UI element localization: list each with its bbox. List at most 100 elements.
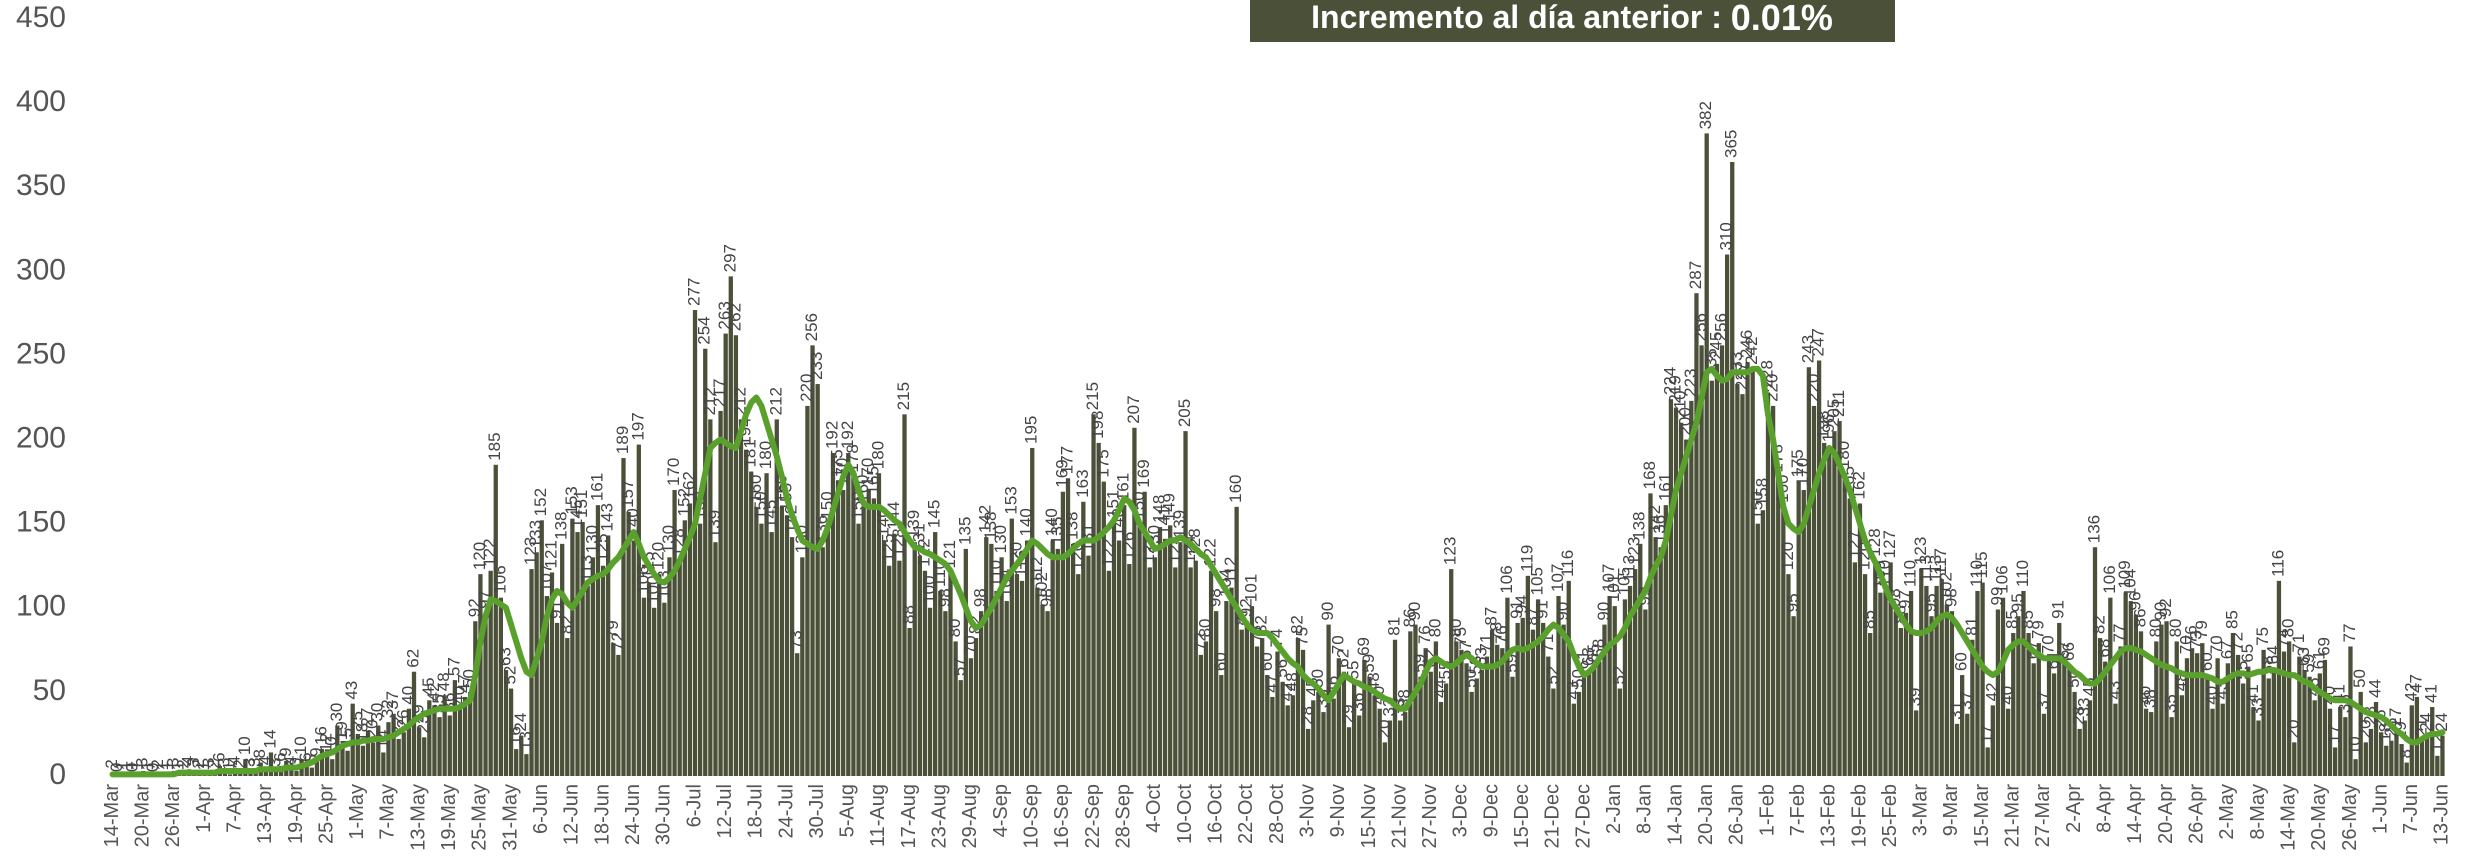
- value-label: 97: [1895, 590, 1914, 609]
- bar: [483, 612, 488, 776]
- bar: [554, 622, 560, 776]
- bar: [1479, 670, 1485, 776]
- value-label: 1: [117, 761, 136, 770]
- bar: [1750, 368, 1755, 776]
- bar: [457, 708, 463, 776]
- value-label: 60: [2197, 652, 2216, 671]
- value-label: 91: [1507, 600, 1526, 619]
- value-label: 98: [935, 588, 954, 607]
- x-tick-label: 2-Jan: [1603, 784, 1625, 834]
- value-label: 57: [444, 657, 463, 676]
- bar: [600, 565, 606, 776]
- bar: [1132, 427, 1137, 776]
- bar: [1260, 638, 1265, 776]
- value-label: 122: [1098, 538, 1117, 566]
- value-label: 150: [1747, 491, 1766, 519]
- bar: [943, 611, 948, 776]
- bar: [2225, 663, 2230, 776]
- bar: [1970, 639, 1975, 776]
- x-tick-label: 26-Apr: [2185, 784, 2207, 844]
- bar: [1633, 569, 1638, 776]
- bar: [2414, 696, 2420, 776]
- bar: [1597, 661, 1602, 776]
- x-tick-label: 15-Mar: [1971, 784, 1993, 848]
- bar: [427, 700, 432, 776]
- value-label: 181: [741, 439, 760, 467]
- y-tick-label: 250: [16, 337, 66, 370]
- value-label: 1: [138, 761, 157, 770]
- x-tick-label: 20-Jan: [1695, 784, 1717, 845]
- x-tick-label: 7-May: [377, 784, 399, 840]
- bar: [575, 532, 580, 776]
- bar: [1980, 582, 1985, 776]
- value-label: 50: [2350, 669, 2369, 688]
- bar: [2031, 663, 2036, 776]
- annotation-box: [1250, 0, 1895, 42]
- value-label: 96: [2125, 592, 2144, 611]
- annotation-label: Incremento al día anterior :: [1311, 0, 1722, 35]
- value-label: 140: [1042, 508, 1061, 536]
- bar: [1684, 439, 1689, 776]
- value-label: 157: [618, 480, 637, 508]
- value-label: 287: [1686, 261, 1705, 289]
- value-label: 70: [960, 635, 979, 654]
- value-label: 24: [511, 713, 530, 732]
- value-label: 8: [250, 749, 269, 758]
- value-label: 122: [480, 538, 499, 566]
- bar: [1229, 587, 1234, 776]
- bar: [1776, 476, 1781, 776]
- value-label: 4: [255, 756, 274, 765]
- bar: [2118, 646, 2123, 776]
- bar: [820, 547, 825, 776]
- bar: [1418, 676, 1423, 776]
- bar: [984, 537, 989, 776]
- value-label: 138: [981, 511, 1000, 539]
- bar: [1316, 691, 1321, 776]
- bar: [1878, 592, 1883, 776]
- x-tick-label: 12-Jun: [561, 784, 583, 845]
- trend-line: [109, 365, 2446, 778]
- y-tick-label: 300: [16, 253, 66, 286]
- value-label: 102: [1936, 572, 1955, 600]
- value-label: 310: [1717, 222, 1736, 250]
- x-tick-label: 2-Apr: [2063, 784, 2085, 833]
- bar: [1469, 691, 1474, 776]
- x-tick-label: 14-Mar: [101, 784, 123, 848]
- value-label: 140: [1017, 508, 1036, 536]
- value-label: 185: [485, 432, 504, 460]
- value-label: 4: [225, 756, 244, 765]
- value-label: 138: [1063, 511, 1082, 539]
- annotation: Incremento al día anterior : 0.01%: [1311, 0, 1833, 38]
- value-label: 42: [1277, 682, 1296, 701]
- value-label: 62: [1333, 649, 1352, 668]
- value-label: 91: [1533, 600, 1552, 619]
- bar: [973, 638, 979, 776]
- value-label: 180: [756, 441, 775, 469]
- bar: [1035, 587, 1040, 776]
- bar: [2348, 646, 2353, 776]
- bar: [662, 602, 667, 776]
- value-label: 145: [925, 500, 944, 528]
- value-label: 160: [746, 474, 765, 502]
- bar: [1127, 564, 1132, 776]
- value-label: 73: [2187, 630, 2206, 649]
- bar: [1070, 543, 1076, 776]
- bars: [110, 133, 2445, 776]
- value-label: 86: [1400, 608, 1419, 627]
- x-tick-label: 25-May: [469, 784, 491, 851]
- value-label: 1: [194, 761, 213, 770]
- value-label: 246: [1737, 330, 1756, 358]
- bar: [1822, 442, 1827, 776]
- value-label: 126: [1119, 532, 1138, 560]
- bar: [2312, 700, 2317, 776]
- bar: [1883, 590, 1888, 776]
- bar: [846, 453, 851, 776]
- value-label: 119: [1517, 545, 1536, 572]
- bar: [636, 444, 641, 776]
- bar: [1510, 676, 1515, 776]
- x-tick-label: 13-May: [407, 784, 429, 851]
- bar: [1198, 654, 1204, 776]
- bar: [866, 490, 871, 776]
- value-label: 9: [306, 747, 325, 756]
- bar: [1382, 742, 1387, 776]
